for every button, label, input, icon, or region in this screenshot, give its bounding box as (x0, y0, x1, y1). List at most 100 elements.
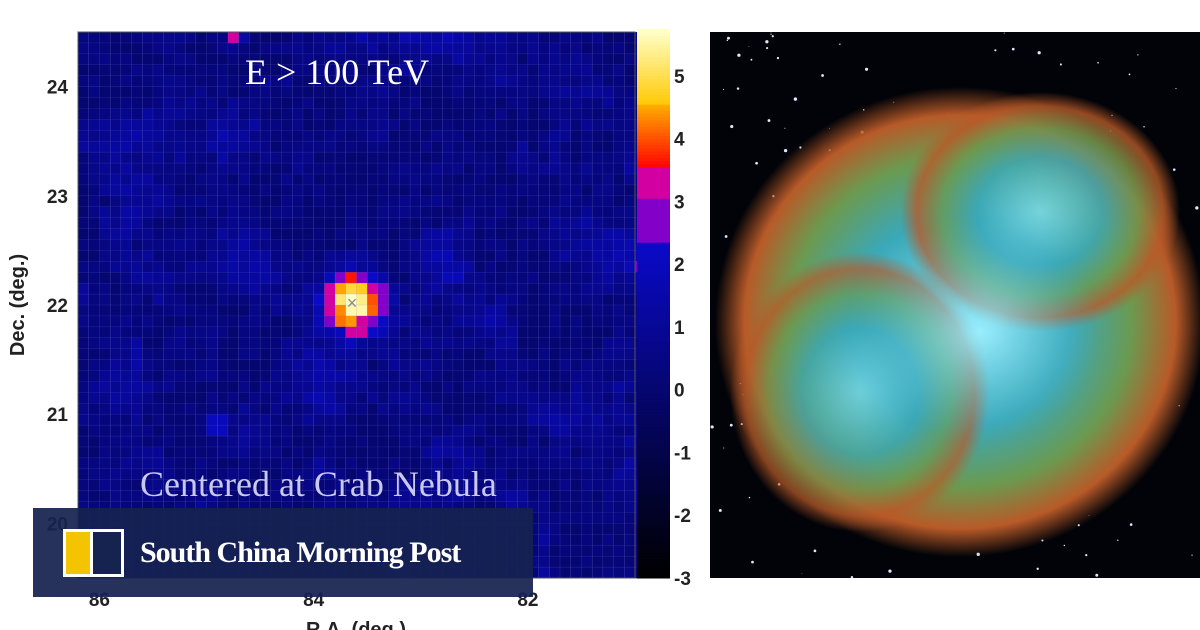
heatmap-cell (131, 97, 143, 109)
heatmap-cell (281, 326, 293, 339)
heatmap-cell (559, 250, 572, 262)
heatmap-cell (281, 304, 293, 317)
heatmap-cell (142, 31, 154, 44)
heatmap-cell (484, 359, 497, 372)
colorbar-segment (637, 110, 670, 115)
heatmap-cell (291, 97, 304, 109)
heatmap-cell (591, 86, 604, 99)
colorbar-segment (637, 239, 670, 243)
heatmap-cell (527, 337, 539, 350)
heatmap-cell (313, 173, 325, 186)
scmp-logo-banner[interactable]: South China Morning Post (33, 508, 533, 597)
heatmap-cell (474, 403, 486, 415)
heatmap-cell (195, 140, 207, 153)
heatmap-cell (624, 337, 636, 350)
heatmap-cell (484, 392, 497, 404)
heatmap-cell (591, 282, 604, 295)
heatmap-cell (120, 261, 132, 273)
heatmap-cell (527, 217, 539, 230)
heatmap-cell (602, 184, 614, 197)
heatmap-cell (206, 250, 218, 262)
heatmap-cell (516, 271, 529, 284)
heatmap-cell (474, 119, 486, 131)
heatmap-cell (142, 435, 154, 448)
heatmap-cell (184, 217, 197, 230)
colorbar-segment (637, 72, 670, 77)
heatmap-cell (109, 250, 122, 262)
heatmap-cell (109, 424, 122, 437)
heatmap-cell (474, 293, 486, 306)
heatmap-cell (581, 261, 593, 273)
heatmap-cell (152, 304, 165, 317)
heatmap-cell (549, 555, 561, 568)
heatmap-cell (399, 424, 411, 437)
heatmap-cell (613, 206, 625, 219)
heatmap-cell (549, 75, 561, 88)
heatmap-cell (463, 381, 475, 393)
heatmap-cell (549, 337, 561, 350)
heatmap-cell (249, 381, 261, 393)
heatmap-cell (259, 282, 272, 295)
heatmap-cell (377, 151, 389, 164)
heatmap-cell (206, 381, 218, 393)
heatmap-cell (184, 228, 197, 241)
colorbar-segment (637, 493, 670, 497)
heatmap-cell (324, 348, 336, 361)
heatmap-cell (409, 173, 422, 186)
heatmap-cell (120, 239, 132, 251)
heatmap-cell (334, 392, 347, 404)
heatmap-cell (184, 206, 197, 219)
heatmap-cell (570, 228, 582, 241)
heatmap-cell (409, 424, 422, 437)
heatmap-cell (249, 435, 261, 448)
heatmap-cell (77, 392, 90, 404)
heatmap-cell (581, 75, 593, 88)
heatmap-cell (334, 326, 347, 339)
heatmap-cell (88, 326, 100, 339)
heatmap-cell (624, 140, 636, 153)
heatmap-cell (581, 359, 593, 372)
heatmap-cell (334, 304, 347, 317)
heatmap-cell (131, 381, 143, 393)
heatmap-cell (131, 184, 143, 197)
heatmap-cell (366, 381, 379, 393)
heatmap-cell (506, 119, 518, 131)
heatmap-cell (613, 53, 625, 66)
heatmap-cell (581, 435, 593, 448)
heatmap-cell (527, 370, 539, 382)
heatmap-cell (559, 555, 572, 568)
colorbar-segment (637, 210, 670, 215)
heatmap-cell (313, 108, 325, 120)
heatmap-cell (538, 108, 550, 120)
heatmap-cell (516, 326, 529, 339)
heatmap-cell (516, 435, 529, 448)
colorbar-segment (637, 496, 670, 501)
colorbar-segment (637, 182, 670, 187)
heatmap-cell (409, 140, 422, 153)
heatmap-cell (120, 53, 132, 66)
heatmap-cell (281, 239, 293, 251)
colorbar-segment (637, 220, 670, 224)
heatmap-cell (549, 293, 561, 306)
heatmap-cell (409, 337, 422, 350)
heatmap-cell (388, 348, 400, 361)
heatmap-cell (249, 413, 261, 426)
heatmap-cell (345, 239, 357, 251)
heatmap-cell (131, 370, 143, 382)
heatmap-cell (356, 31, 368, 44)
heatmap-cell (356, 348, 368, 361)
heatmap-cell (142, 282, 154, 295)
heatmap-cell (559, 86, 572, 99)
heatmap-cell (356, 271, 368, 284)
colorbar-segment (637, 135, 670, 140)
heatmap-cell (581, 468, 593, 481)
colorbar-segment (637, 75, 670, 80)
heatmap-cell (238, 282, 250, 295)
heatmap-cell (452, 173, 464, 186)
heatmap-cell (163, 42, 175, 55)
heatmap-cell (570, 337, 582, 350)
heatmap-cell (174, 239, 186, 251)
colorbar-segment (637, 41, 670, 46)
colorbar-segment (637, 242, 670, 246)
heatmap-cell (581, 490, 593, 503)
